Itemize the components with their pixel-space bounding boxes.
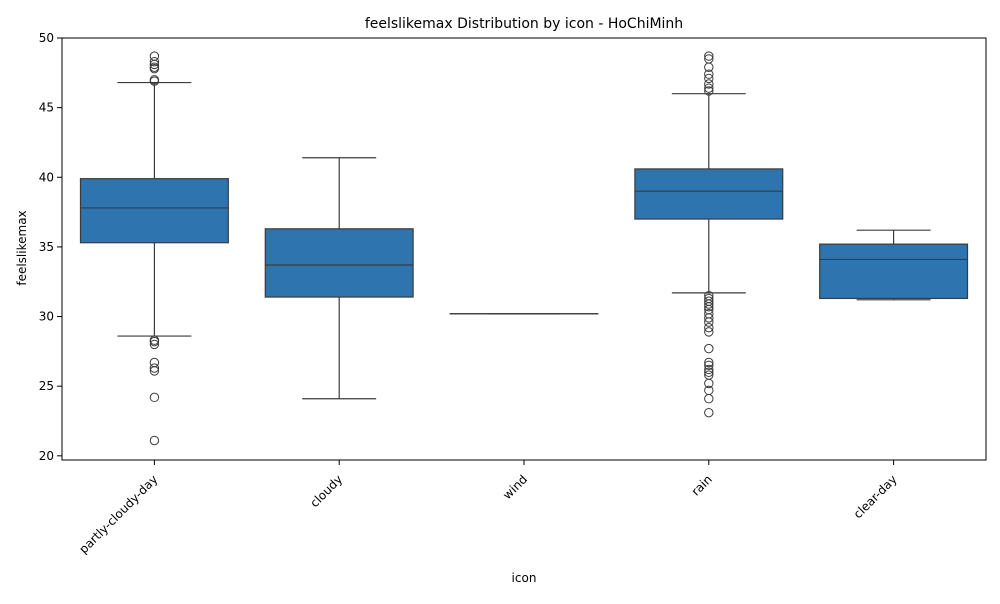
y-tick-label: 35 <box>39 240 54 254</box>
plot-area <box>80 52 967 445</box>
outlier-point <box>150 393 158 401</box>
box-group-cloudy <box>265 158 413 399</box>
y-tick-label: 50 <box>39 31 54 45</box>
box-iqr <box>635 169 783 219</box>
x-axis-label: icon <box>512 571 537 585</box>
outlier-point <box>150 436 158 444</box>
box-iqr <box>80 179 228 243</box>
y-tick-label: 45 <box>39 101 54 115</box>
y-tick-label: 30 <box>39 310 54 324</box>
x-tick-label: rain <box>689 472 715 498</box>
box-iqr <box>820 244 968 298</box>
outlier-point <box>705 408 713 416</box>
outlier-point <box>705 395 713 403</box>
y-tick-label: 40 <box>39 170 54 184</box>
x-tick-label: partly-cloudy-day <box>76 472 160 556</box>
y-tick-label: 20 <box>39 449 54 463</box>
chart-title: feelslikemax Distribution by icon - HoCh… <box>365 16 683 32</box>
box-iqr <box>265 229 413 297</box>
box-group-clear-day <box>820 230 968 300</box>
x-tick-label: wind <box>500 472 530 502</box>
x-tick-label: clear-day <box>851 472 900 521</box>
y-axis-label: feelslikemax <box>15 210 29 285</box>
box-group-partly-cloudy-day <box>80 52 228 445</box>
x-tick-label: cloudy <box>307 472 345 510</box>
outlier-point <box>705 344 713 352</box>
box-group-rain <box>635 52 783 417</box>
y-tick-label: 25 <box>39 379 54 393</box>
